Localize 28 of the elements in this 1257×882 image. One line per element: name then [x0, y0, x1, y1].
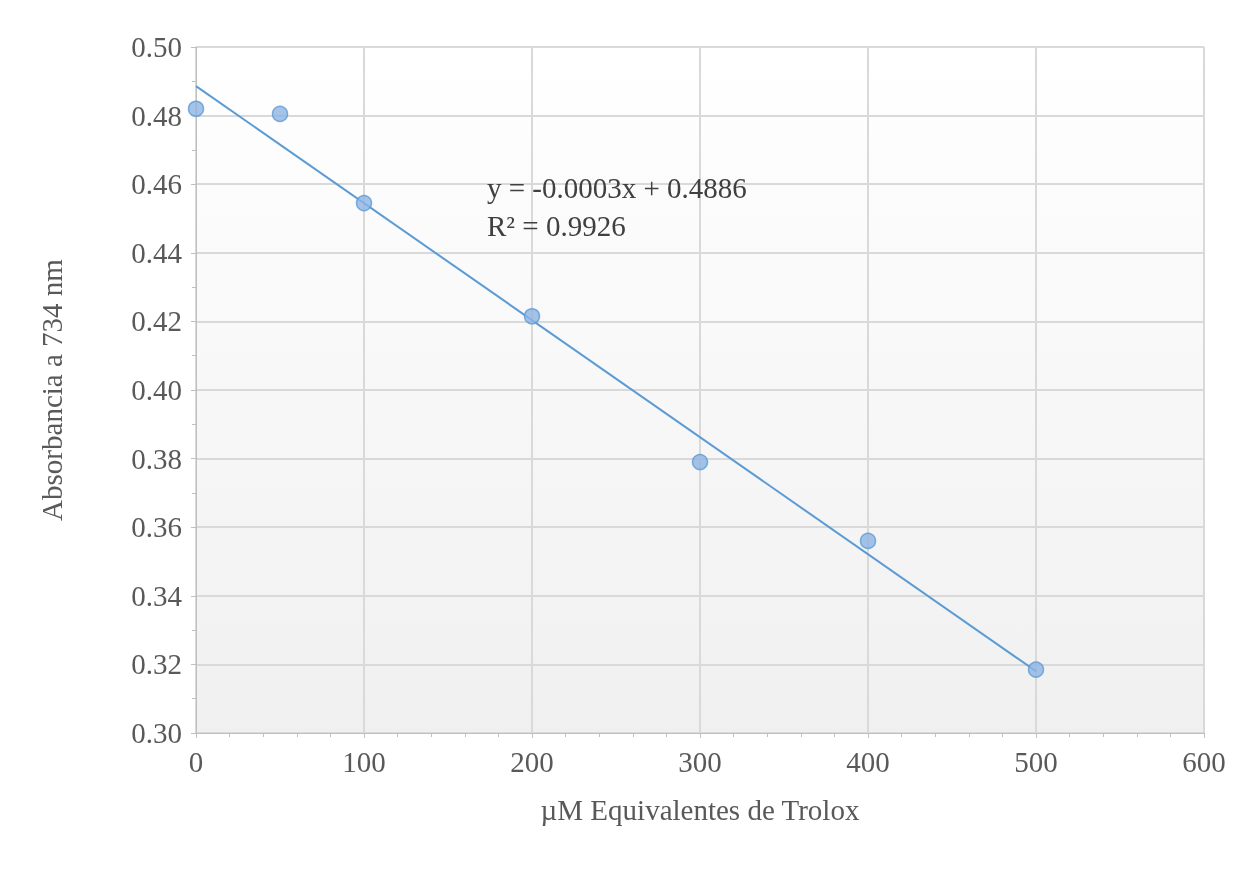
annotation: y = -0.0003x + 0.4886 R² = 0.9926	[487, 172, 747, 242]
y-tick-label: 0.30	[131, 717, 182, 749]
x-tick-label: 100	[342, 745, 386, 778]
y-tick-label: 0.36	[131, 511, 182, 544]
point	[691, 453, 709, 471]
y-tick-label: 0.46	[131, 168, 182, 201]
point	[523, 308, 541, 325]
y-tick-label: 0.34	[131, 579, 183, 612]
x-axis-title: µM Equivalentes de Trolox	[540, 793, 860, 826]
y-tick-label: 0.32	[131, 648, 182, 681]
point	[1027, 661, 1045, 678]
x-tick-label: 200	[510, 745, 554, 778]
point	[271, 105, 289, 123]
x-tick-label: 0	[188, 745, 204, 778]
y-tick-label: 0.48	[131, 99, 182, 132]
point	[859, 532, 877, 550]
y-tick-label: 0.40	[131, 374, 182, 406]
y-tick-label: 0.50	[131, 31, 182, 63]
y-tick-label: 0.42	[131, 305, 182, 338]
y-tick-label: 0.38	[131, 442, 182, 475]
x-tick-label: 400	[846, 745, 890, 778]
x-tick-label: 500	[1014, 745, 1058, 778]
y-tick-label: 0.44	[131, 236, 183, 269]
y-axis-title: Absorbancia a 734 nm	[35, 258, 68, 521]
point	[355, 194, 373, 212]
point	[187, 100, 205, 117]
x-tick-label: 300	[678, 745, 722, 778]
x-tick-label: 600	[1182, 745, 1226, 778]
